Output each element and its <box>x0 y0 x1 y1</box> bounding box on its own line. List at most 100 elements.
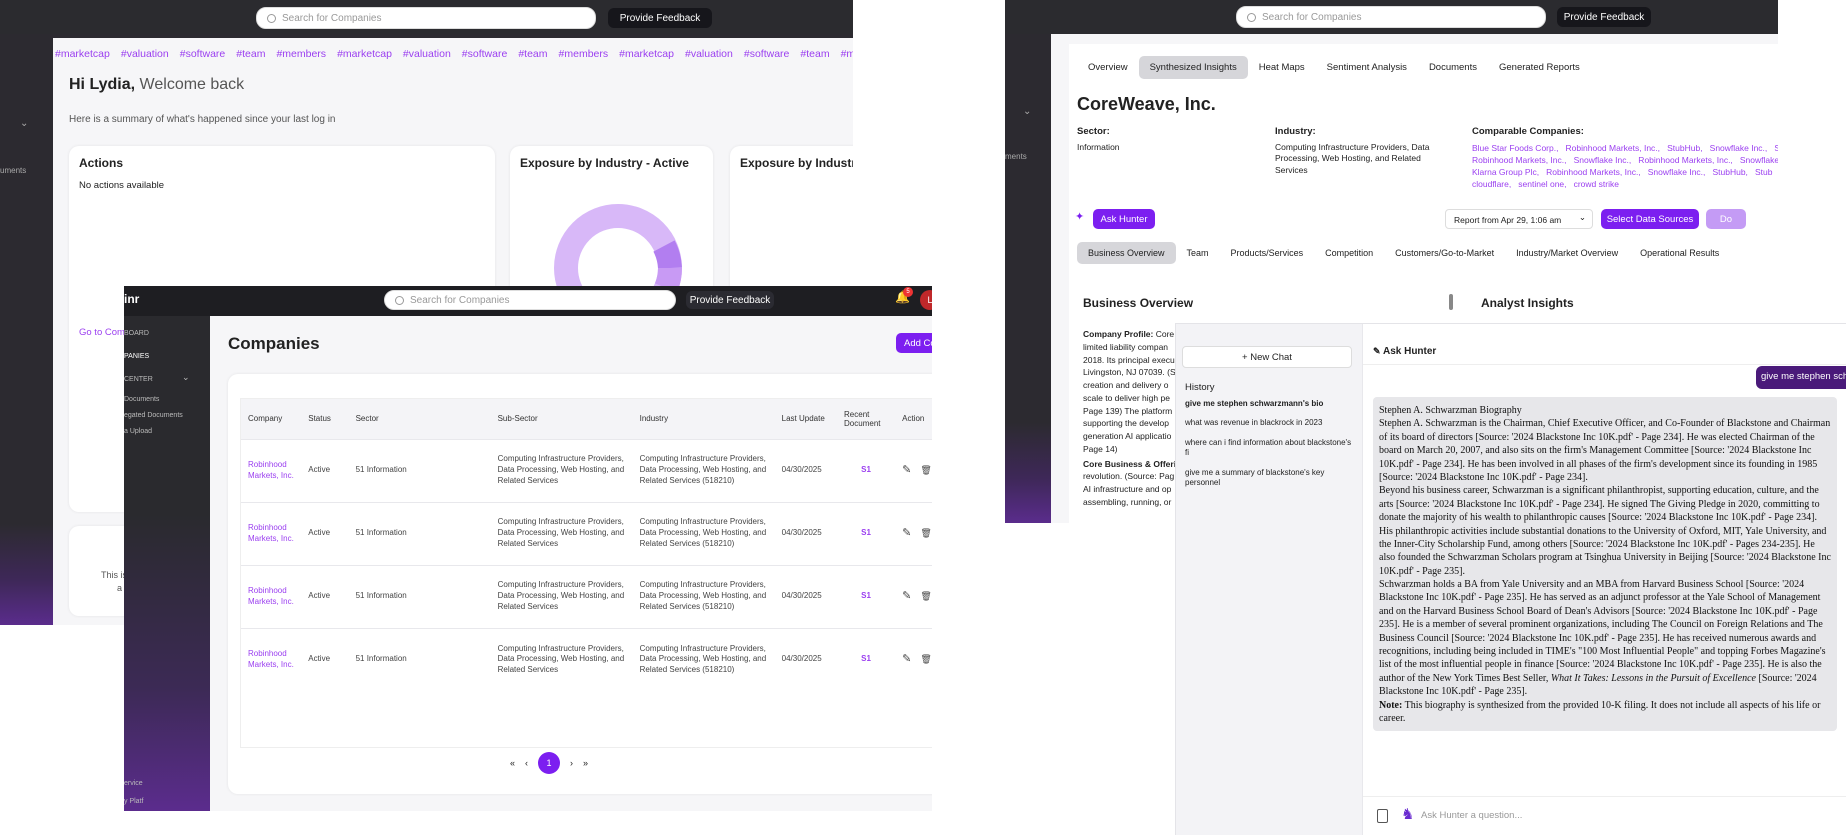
tab-heat-maps[interactable]: Heat Maps <box>1258 62 1305 73</box>
edit-icon[interactable]: ✎ <box>902 590 912 603</box>
sidebar-item-4[interactable]: egated Documents <box>124 412 183 419</box>
new-chat-button[interactable]: + New Chat <box>1182 346 1352 368</box>
chevron-down-icon[interactable]: ⌄ <box>182 372 190 382</box>
hashtag-link[interactable]: #marketcap <box>619 48 674 60</box>
pagination-item[interactable]: › <box>570 758 574 768</box>
hashtag-link[interactable]: #marketcap <box>337 48 392 60</box>
feedback-button-3[interactable]: Provide Feedback <box>686 291 774 309</box>
hashtag-link[interactable]: #members <box>558 48 609 60</box>
edit-icon[interactable]: ✎ <box>902 653 912 666</box>
search-input-2[interactable]: Search for Companies <box>1236 6 1546 28</box>
trash-icon[interactable]: 🗑 <box>920 654 932 665</box>
sidebar-item-2[interactable]: CENTER <box>124 376 153 383</box>
comparable-company-line[interactable]: Klarna Group Plc, Robinhood Markets, Inc… <box>1472 167 1773 178</box>
trash-icon[interactable]: 🗑 <box>920 465 932 476</box>
company-link[interactable]: Robinhood Markets, Inc. <box>248 522 294 543</box>
hashtag-link[interactable]: #team <box>800 48 830 60</box>
tab-overview[interactable]: Overview <box>1088 62 1128 73</box>
core-line: assembling, running, or <box>1083 496 1172 507</box>
subtab-business-overview[interactable]: Business Overview <box>1077 242 1176 264</box>
question-input[interactable]: Ask Hunter a question... <box>1421 810 1523 821</box>
report-select[interactable]: Report from Apr 29, 1:06 am ⌄ <box>1445 209 1593 229</box>
company-link[interactable]: Robinhood Markets, Inc. <box>248 585 294 606</box>
hashtag-link[interactable]: #team <box>518 48 548 60</box>
comparable-company-line[interactable]: Robinhood Markets, Inc., Snowflake Inc.,… <box>1472 155 1778 166</box>
company-link[interactable]: Robinhood Markets, Inc. <box>248 459 294 480</box>
subtab-operational-results[interactable]: Operational Results <box>1640 248 1720 258</box>
avatar[interactable]: L <box>920 290 932 310</box>
table-row[interactable]: Robinhood Markets, Inc. Active 51 Informat… <box>241 502 932 565</box>
trash-icon[interactable]: 🗑 <box>920 591 932 602</box>
company-link[interactable]: Robinhood Markets, Inc. <box>248 648 294 669</box>
answer-title: Stephen A. Schwarzman Biography <box>1379 405 1522 416</box>
sidebar-chevron-icon[interactable]: ⌄ <box>20 118 29 129</box>
hashtag-link[interactable]: #marketcap <box>55 48 110 60</box>
sidebar-item-service[interactable]: ervice <box>124 780 143 787</box>
sidebar-item-documents[interactable]: ments <box>1005 152 1027 161</box>
edit-icon[interactable]: ✎ <box>902 527 912 540</box>
last-update-cell: 04/30/2025 <box>781 465 822 475</box>
download-button[interactable]: Do <box>1706 209 1746 229</box>
hashtag-link[interactable]: #members <box>276 48 327 60</box>
sparkle-icon: ✦ <box>1075 211 1085 223</box>
feedback-button-2[interactable]: Provide Feedback <box>1557 7 1651 27</box>
add-company-button[interactable]: Add Co <box>896 333 932 353</box>
hashtag-link[interactable]: #software <box>743 48 790 60</box>
pagination-item[interactable]: « <box>510 758 516 768</box>
sub-sector-cell: Computing Infrastructure Providers, Data… <box>497 517 625 548</box>
recent-document-link[interactable]: S1 <box>861 465 871 475</box>
sidebar-item-1[interactable]: PANIES <box>124 353 150 360</box>
comparable-company-line[interactable]: Blue Star Foods Corp., Robinhood Markets… <box>1472 143 1778 153</box>
attach-file-icon[interactable] <box>1377 809 1388 823</box>
pagination-item[interactable]: 1 <box>538 752 561 774</box>
ask-hunter-button[interactable]: Ask Hunter <box>1093 209 1155 229</box>
subtab-industry-market-overview[interactable]: Industry/Market Overview <box>1516 248 1619 258</box>
edit-icon[interactable]: ✎ <box>902 464 912 477</box>
search-input-3[interactable]: Search for Companies <box>384 290 676 310</box>
history-item[interactable]: what was revenue in blackrock in 2023 <box>1185 418 1323 428</box>
tab-sentiment-analysis[interactable]: Sentiment Analysis <box>1326 62 1407 73</box>
trash-icon[interactable]: 🗑 <box>920 528 932 539</box>
hashtag-link[interactable]: #team <box>236 48 266 60</box>
hashtag-link[interactable]: #software <box>179 48 226 60</box>
recent-document-link[interactable]: S1 <box>861 654 871 664</box>
scrollbar[interactable] <box>1449 294 1453 310</box>
column-header: Recent Document <box>844 409 881 428</box>
table-row[interactable]: Robinhood Markets, Inc. Active 51 Informat… <box>241 565 932 628</box>
sidebar-item-0[interactable]: BOARD <box>124 330 149 337</box>
comparable-company-line[interactable]: cloudflare, sentinel one, crowd strike <box>1472 179 1619 190</box>
tab-generated-reports[interactable]: Generated Reports <box>1499 62 1580 73</box>
tab-synthesized-insights[interactable]: Synthesized Insights <box>1138 56 1248 79</box>
subtab-competition[interactable]: Competition <box>1325 248 1374 258</box>
subtab-customers-go-to-market[interactable]: Customers/Go-to-Market <box>1395 248 1495 258</box>
history-item[interactable]: where can i find information about black… <box>1185 437 1352 458</box>
profile-line: creation and delivery o <box>1083 380 1169 390</box>
tab-documents[interactable]: Documents <box>1428 62 1477 73</box>
history-item[interactable]: give me a summary of blackstone's key pe… <box>1185 467 1325 487</box>
history-item[interactable]: give me stephen schwarzmann's bio <box>1185 399 1324 408</box>
hashtag-link[interactable]: #software <box>461 48 508 60</box>
sidebar-chevron-icon[interactable]: ⌄ <box>1023 106 1032 117</box>
search-input[interactable]: Search for Companies <box>256 7 596 29</box>
hashtag-link[interactable]: #valuation <box>120 48 169 60</box>
sidebar-item-3[interactable]: Documents <box>124 396 160 403</box>
hashtag-link[interactable]: #mem <box>840 48 853 60</box>
hashtag-link[interactable]: #valuation <box>402 48 451 60</box>
table-row[interactable]: Robinhood Markets, Inc. Active 51 Informat… <box>241 628 932 691</box>
sidebar-item-documents[interactable]: uments <box>0 166 27 175</box>
sidebar-item-platform[interactable]: y Platf <box>124 798 144 805</box>
sidebar-item-5[interactable]: a Upload <box>124 428 153 435</box>
pagination-item[interactable]: ‹ <box>525 758 529 768</box>
go-to-link[interactable]: Go to Com <box>79 327 125 338</box>
feedback-button[interactable]: Provide Feedback <box>608 8 712 28</box>
hashtag-link[interactable]: #valuation <box>684 48 733 60</box>
comparable-label: Comparable Companies: <box>1472 126 1584 137</box>
select-sources-button[interactable]: Select Data Sources <box>1601 209 1699 229</box>
subtab-team[interactable]: Team <box>1186 248 1209 258</box>
subtab-products-services[interactable]: Products/Services <box>1230 248 1304 258</box>
recent-document-link[interactable]: S1 <box>861 528 871 538</box>
table-row[interactable]: Robinhood Markets, Inc. Active 51 Informat… <box>241 439 932 502</box>
pagination-item[interactable]: » <box>583 758 589 768</box>
recent-document-link[interactable]: S1 <box>861 591 871 601</box>
dashboard-sidebar-bottom <box>0 400 53 625</box>
